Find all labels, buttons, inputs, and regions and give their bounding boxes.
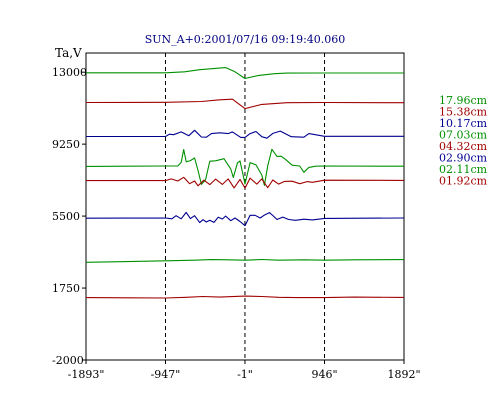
y-ticks: 13000 9250 5500 1750 -2000 — [52, 66, 87, 367]
trace-04.32cm — [86, 176, 405, 189]
legend-entry-15.38cm: 15.38cm — [439, 106, 488, 119]
x-ticks: -1893" -947" -1" 946" 1892" — [68, 360, 421, 381]
trace-02.90cm — [85, 211, 405, 227]
y-axis-label: Ta,V — [55, 46, 82, 60]
trace-02.11cm — [85, 258, 405, 263]
trace-17.96cm — [86, 67, 404, 80]
x-tick-label: -1893" — [68, 368, 105, 381]
y-tick-label: 9250 — [52, 138, 80, 151]
trace-10.17cm — [86, 129, 404, 139]
trace-07.03cm — [85, 148, 405, 186]
legend-entry-02.90cm: 02.90cm — [439, 152, 488, 165]
chart-title: SUN_A+0:2001/07/16 09:19:40.060 — [145, 33, 346, 46]
legend: 17.96cm15.38cm10.17cm07.03cm04.32cm02.90… — [439, 94, 488, 188]
y-tick-label: 1750 — [52, 282, 80, 295]
legend-entry-04.32cm: 04.32cm — [439, 140, 488, 153]
legend-entry-02.11cm: 02.11cm — [439, 163, 488, 176]
x-tick-label: -1" — [237, 368, 253, 381]
traces — [85, 67, 405, 299]
y-tick-label: -2000 — [52, 354, 84, 367]
legend-entry-01.92cm: 01.92cm — [439, 175, 488, 188]
y-tick-label: 5500 — [52, 210, 80, 223]
y-tick-label: 13000 — [52, 66, 87, 79]
gridlines — [164, 53, 326, 360]
x-tick-label: 946" — [311, 368, 337, 381]
x-tick-label: -947" — [151, 368, 181, 381]
legend-entry-10.17cm: 10.17cm — [439, 117, 488, 130]
legend-entry-17.96cm: 17.96cm — [439, 94, 488, 107]
trace-15.38cm — [85, 98, 405, 110]
legend-entry-07.03cm: 07.03cm — [439, 129, 488, 142]
trace-01.92cm — [85, 295, 405, 299]
x-tick-label: 1892" — [387, 368, 420, 381]
